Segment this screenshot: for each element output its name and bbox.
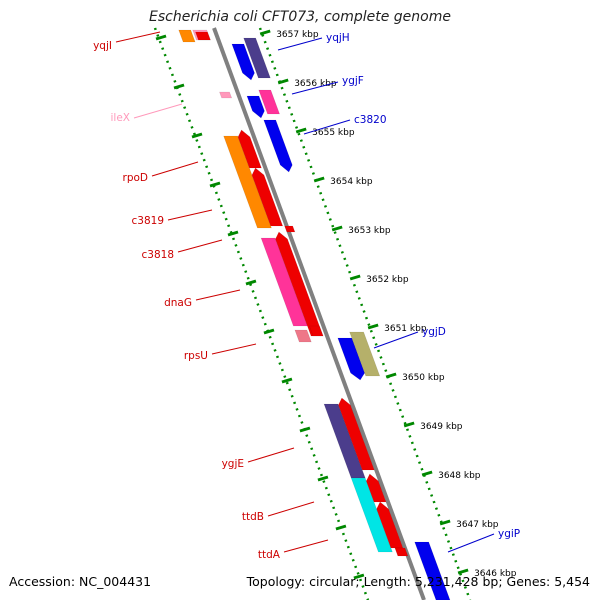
- kbp-tick-mark-left: [209, 181, 221, 188]
- gene-label-right[interactable]: yqjH: [326, 32, 350, 44]
- gene-ygjE-red[interactable]: [338, 397, 375, 471]
- kbp-tick-label: 3650 kbp: [402, 373, 445, 383]
- gene-rpoD-orange[interactable]: [223, 135, 272, 229]
- kbp-tick-mark: [439, 519, 451, 526]
- gene-label-left[interactable]: ygjE: [222, 458, 244, 470]
- gene-yqjH-b[interactable]: [243, 37, 271, 79]
- gene-ygjF-b[interactable]: [258, 89, 281, 115]
- kbp-tick-mark: [385, 372, 397, 379]
- kbp-tick-mark-left: [281, 377, 293, 384]
- kbp-tick-mark-left: [191, 132, 203, 139]
- leader-line: [283, 539, 329, 553]
- kbp-tick-mark-left: [245, 279, 257, 286]
- gene-ygjD-blue[interactable]: [337, 337, 365, 381]
- kbp-tick-label: 3648 kbp: [438, 471, 481, 481]
- gene-label-left[interactable]: rpoD: [123, 172, 149, 184]
- kbp-tick-mark: [259, 29, 271, 36]
- map-title: Escherichia coli CFT073, complete genome: [149, 9, 451, 25]
- gene-label-left[interactable]: c3819: [132, 215, 165, 227]
- gene-ttdB-cyan[interactable]: [350, 477, 393, 553]
- leader-line: [267, 501, 315, 517]
- gene-c3818-cap[interactable]: [284, 225, 296, 233]
- gene-ygiP[interactable]: [414, 541, 451, 600]
- gene-rpsU-2[interactable]: [308, 325, 324, 337]
- gene-label-left[interactable]: dnaG: [164, 297, 192, 309]
- kbp-tick-label: 3653 kbp: [348, 226, 391, 236]
- accession-text: Accession: NC_004431: [9, 574, 152, 589]
- leader-line: [211, 343, 257, 355]
- kbp-tick-label: 3654 kbp: [330, 177, 373, 187]
- kbp-tick-mark-left: [353, 573, 365, 580]
- kbp-tick-label: 3652 kbp: [366, 275, 409, 285]
- gene-yqjH-a[interactable]: [231, 43, 255, 81]
- gene-ileX[interactable]: [219, 91, 233, 99]
- kbp-tick-mark: [421, 470, 433, 477]
- gene-label-left[interactable]: ttdB: [242, 511, 264, 523]
- leader-line: [151, 161, 199, 177]
- kbp-tick-label: 3646 kbp: [474, 569, 517, 579]
- gene-yqjI-3[interactable]: [195, 31, 211, 41]
- kbp-tick-mark-left: [155, 34, 167, 41]
- kbp-tick-mark: [367, 323, 379, 330]
- gene-label-right[interactable]: ygjF: [342, 75, 364, 87]
- gene-ttdA-cap[interactable]: [394, 547, 409, 557]
- kbp-tick-mark: [403, 421, 415, 428]
- gene-label-right[interactable]: c3820: [354, 114, 387, 126]
- leader-line: [247, 447, 295, 463]
- gene-label-left[interactable]: c3818: [142, 249, 175, 261]
- kbp-tick-mark: [457, 568, 469, 575]
- leader-line: [447, 533, 495, 553]
- gene-ygjF-a[interactable]: [246, 95, 265, 119]
- kbp-tick-label: 3651 kbp: [384, 324, 427, 334]
- gene-rpoD-red[interactable]: [237, 129, 262, 169]
- kbp-tick-mark: [349, 274, 361, 281]
- leader-line: [277, 37, 323, 51]
- leader-line: [133, 103, 183, 119]
- leader-line: [291, 81, 339, 95]
- kbp-tick-label: 3647 kbp: [456, 520, 499, 530]
- kbp-tick-label: 3655 kbp: [312, 128, 355, 138]
- gene-label-right[interactable]: ygiP: [498, 528, 520, 540]
- kbp-tick-mark: [331, 225, 343, 232]
- leader-line: [177, 239, 223, 253]
- leader-line: [303, 119, 351, 135]
- gene-c3820[interactable]: [263, 119, 293, 173]
- kbp-tick-mark-left: [263, 328, 275, 335]
- gene-c3819[interactable]: [251, 167, 284, 227]
- leader-line: [115, 31, 161, 43]
- kbp-tick-mark-left: [173, 83, 185, 90]
- kbp-tick-mark: [277, 78, 289, 85]
- kbp-tick-label: 3657 kbp: [276, 30, 319, 40]
- kbp-tick-mark: [313, 176, 325, 183]
- gene-label-left[interactable]: rpsU: [184, 350, 208, 362]
- leader-line: [167, 209, 213, 221]
- gene-label-left[interactable]: ttdA: [258, 549, 281, 561]
- kbp-tick-mark-left: [335, 524, 347, 531]
- leader-line: [195, 289, 241, 301]
- kbp-tick-mark-left: [317, 475, 329, 482]
- gene-rpsU-1[interactable]: [294, 329, 312, 343]
- kbp-tick-mark: [295, 127, 307, 134]
- genome-backbone: [212, 27, 426, 600]
- kbp-tick-label: 3649 kbp: [420, 422, 463, 432]
- gene-label-left[interactable]: ileX: [111, 112, 131, 124]
- topology-text: Topology: circular; Length: 5,231,428 bp…: [246, 574, 590, 589]
- kbp-tick-mark-left: [299, 426, 311, 433]
- gene-label-left[interactable]: yqjI: [93, 40, 112, 52]
- gene-ygjD-olive[interactable]: [349, 331, 381, 377]
- gene-label-right[interactable]: ygjD: [422, 326, 446, 338]
- leader-line: [373, 331, 419, 349]
- kbp-tick-label: 3656 kbp: [294, 79, 337, 89]
- kbp-tick-mark-left: [227, 230, 239, 237]
- gene-yqjI-1[interactable]: [178, 29, 196, 43]
